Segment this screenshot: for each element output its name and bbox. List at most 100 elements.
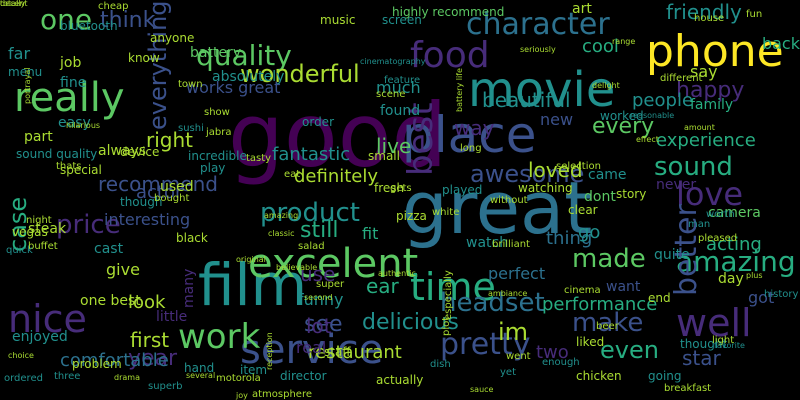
word-year: year xyxy=(128,346,178,371)
word-definitely: definitely xyxy=(294,166,379,187)
word-director: director xyxy=(280,369,327,383)
word-eat: eat xyxy=(284,169,301,180)
word-well: well xyxy=(676,301,752,345)
word-cool: cool xyxy=(582,36,619,57)
word-ambiance: ambiance xyxy=(488,289,528,298)
word-delight: delight xyxy=(592,81,620,90)
word-special: special xyxy=(60,163,102,177)
word-interesting: interesting xyxy=(104,210,191,229)
word-ear: ear xyxy=(366,274,399,298)
word-cheap: cheap xyxy=(98,1,129,12)
word-joy: joy xyxy=(236,391,248,400)
word-got: got xyxy=(748,288,775,307)
word-classic: classic xyxy=(268,229,295,238)
word-lot: lot xyxy=(306,314,332,338)
word-right: right xyxy=(146,128,193,152)
word-town: town xyxy=(178,79,203,90)
word-atmosphere: atmosphere xyxy=(252,389,312,400)
word-music: music xyxy=(320,13,356,27)
word-play: play xyxy=(200,161,226,175)
word-brilliant: brilliant xyxy=(492,239,530,250)
word-went: went xyxy=(506,351,531,362)
word-bluetooth: bluetooth xyxy=(60,19,118,33)
word-screen: screen xyxy=(382,13,422,27)
word-story: story xyxy=(616,187,647,201)
word-fresh: fresh xyxy=(374,181,405,195)
word-going: going xyxy=(648,369,682,383)
word-recommend: recommend xyxy=(98,172,218,196)
word-found: found xyxy=(380,103,421,119)
word-sushi: sushi xyxy=(178,123,204,134)
word-vegas: vegas xyxy=(12,225,48,239)
word-gets: gets xyxy=(390,183,412,194)
word-service: service xyxy=(240,327,384,373)
word-light: light xyxy=(712,335,735,346)
word-especially: especially xyxy=(443,270,454,320)
word-yet: yet xyxy=(500,367,516,378)
word-highly-recommend: highly recommend xyxy=(392,5,505,19)
word-second: second xyxy=(304,293,333,302)
word-white: white xyxy=(432,207,460,218)
word-beer: beer xyxy=(596,321,619,332)
word-cinematography: cinematography xyxy=(360,57,426,66)
word-work: work xyxy=(178,317,261,357)
word-good: good xyxy=(228,84,448,187)
word-thats: thats xyxy=(56,161,82,172)
word-bought: bought xyxy=(154,193,190,204)
word-loved: loved xyxy=(528,158,583,182)
word-think: think xyxy=(100,8,156,33)
word-used: used xyxy=(160,179,194,195)
word-anyone: anyone xyxy=(150,31,195,45)
word-amazing: amazing xyxy=(264,211,299,220)
word-dish: dish xyxy=(430,359,451,370)
word-reception: reception xyxy=(265,332,274,370)
word-came: came xyxy=(588,167,627,183)
word-worked: worked xyxy=(600,109,644,123)
word-really: really xyxy=(14,75,125,121)
word-jabra: jabra xyxy=(206,127,232,138)
word-hilarious: hilarious xyxy=(66,121,101,130)
word-camera: camera xyxy=(708,205,761,221)
word-film: film xyxy=(198,251,308,319)
word-every: every xyxy=(592,114,655,139)
word-enjoyed: enjoyed xyxy=(12,329,68,345)
word-star: star xyxy=(682,346,721,370)
word-steak: steak xyxy=(28,221,67,237)
word-little: little xyxy=(156,309,188,325)
word-problem: problem xyxy=(72,357,122,371)
word-hand: hand xyxy=(184,361,215,375)
word-works-great: works great xyxy=(186,78,281,97)
word-small: small xyxy=(368,149,400,163)
word-believable: believable xyxy=(276,263,318,272)
word-device: device xyxy=(120,145,160,159)
word-authentic: authentic xyxy=(378,269,416,278)
word-experience: experience xyxy=(656,130,756,151)
word-effect: effect xyxy=(636,135,659,144)
word-staff: staff xyxy=(324,345,351,359)
word-amount: amount xyxy=(684,123,715,132)
word-live: live xyxy=(376,134,412,158)
word-absolutely: absolutely xyxy=(212,69,285,85)
word-selection: selection xyxy=(556,161,601,172)
word-house: house xyxy=(694,13,725,24)
word-thought: thought xyxy=(680,337,728,351)
word-sauce: sauce xyxy=(470,385,494,394)
word-watch: watch xyxy=(466,235,509,251)
word-first: first xyxy=(130,328,170,352)
word-though: though xyxy=(120,195,163,209)
word-people: people xyxy=(632,90,694,111)
word-drama: drama xyxy=(114,373,140,382)
word-restaurant: restaurant xyxy=(308,342,402,363)
word-place: place xyxy=(402,106,537,164)
word-character: character xyxy=(466,7,610,42)
word-give: give xyxy=(106,260,140,279)
word-headset: headset xyxy=(440,288,545,318)
word-two: two xyxy=(536,342,569,363)
word-perfect: perfect xyxy=(488,264,546,283)
word-part: part xyxy=(24,129,53,145)
word-enough: enough xyxy=(542,357,580,368)
word-many: many xyxy=(181,268,197,308)
word-liked: liked xyxy=(576,335,605,349)
word-pleased: pleased xyxy=(698,233,738,244)
word-never: never xyxy=(656,177,697,193)
